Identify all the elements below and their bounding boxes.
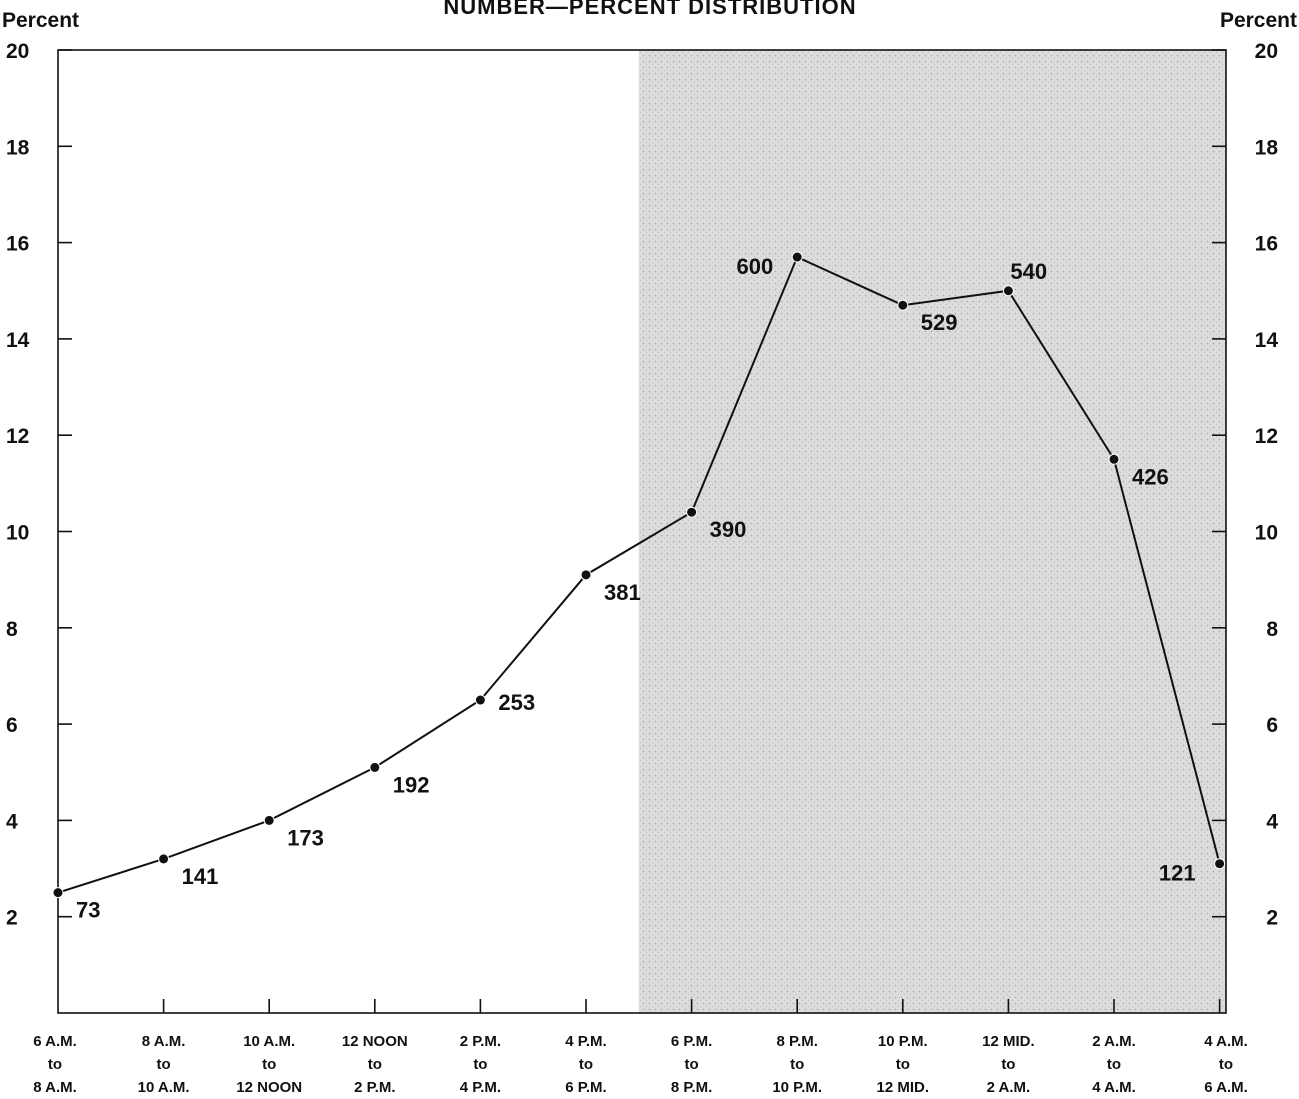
data-point bbox=[897, 299, 909, 311]
y-axis-label-right: Percent bbox=[1220, 9, 1297, 32]
y-tick-label-right: 2 bbox=[1266, 907, 1278, 930]
y-tick-label-right: 14 bbox=[1255, 329, 1279, 352]
x-category-label: 6 P.M. bbox=[565, 1079, 606, 1096]
y-tick-label-left: 20 bbox=[6, 40, 29, 63]
x-category-label: 10 A.M. bbox=[138, 1079, 190, 1096]
x-category-label: 10 A.M. bbox=[243, 1033, 295, 1050]
x-category-label: 2 A.M. bbox=[987, 1079, 1031, 1096]
data-point bbox=[580, 569, 592, 581]
x-category-label: to bbox=[48, 1056, 62, 1073]
data-label: 253 bbox=[498, 690, 535, 715]
x-category-label: to bbox=[1001, 1056, 1015, 1073]
x-category-label: 4 P.M. bbox=[565, 1033, 606, 1050]
x-category-label: 12 MID. bbox=[982, 1033, 1035, 1050]
x-category-label: 8 P.M. bbox=[776, 1033, 817, 1050]
series-line bbox=[57, 255, 1221, 894]
x-category-label: to bbox=[1219, 1056, 1233, 1073]
x-category-label: 10 P.M. bbox=[878, 1033, 928, 1050]
data-point bbox=[263, 814, 275, 826]
data-point bbox=[686, 506, 698, 518]
data-point bbox=[52, 887, 64, 899]
y-tick-label-left: 14 bbox=[6, 329, 30, 352]
data-label: 390 bbox=[710, 517, 747, 542]
y-tick-label-right: 8 bbox=[1266, 618, 1278, 641]
y-tick-label-right: 20 bbox=[1255, 40, 1278, 63]
data-label: 540 bbox=[1010, 259, 1047, 284]
x-category-label: to bbox=[685, 1056, 699, 1073]
x-category-label: 10 P.M. bbox=[772, 1079, 822, 1096]
y-tick-label-right: 12 bbox=[1255, 425, 1278, 448]
x-category-label: 6 A.M. bbox=[1204, 1079, 1248, 1096]
y-tick-label-left: 18 bbox=[6, 136, 30, 159]
data-point bbox=[158, 853, 170, 865]
y-axis-label-left: Percent bbox=[2, 9, 79, 32]
data-label: 173 bbox=[287, 825, 324, 850]
data-label: 600 bbox=[736, 254, 773, 279]
x-category-label: 2 P.M. bbox=[354, 1079, 395, 1096]
y-tick-label-left: 2 bbox=[6, 907, 18, 930]
x-category-label: 2 A.M. bbox=[1092, 1033, 1136, 1050]
x-category-label: to bbox=[790, 1056, 804, 1073]
x-category-label: to bbox=[262, 1056, 276, 1073]
x-category-label: to bbox=[896, 1056, 910, 1073]
data-label: 121 bbox=[1159, 861, 1196, 886]
x-category-label: 12 NOON bbox=[342, 1033, 408, 1050]
x-category-label: 12 MID. bbox=[877, 1079, 930, 1096]
x-category-label: 2 P.M. bbox=[460, 1033, 501, 1050]
y-tick-label-right: 6 bbox=[1266, 714, 1278, 737]
data-point bbox=[1214, 858, 1226, 870]
y-tick-label-left: 4 bbox=[6, 810, 18, 833]
y-tick-label-left: 16 bbox=[6, 233, 29, 256]
y-tick-label-left: 10 bbox=[6, 522, 29, 545]
data-label: 426 bbox=[1132, 464, 1169, 489]
data-point bbox=[369, 761, 381, 773]
x-category-label: 8 P.M. bbox=[671, 1079, 712, 1096]
y-tick-label-left: 12 bbox=[6, 425, 29, 448]
x-category-label: 4 A.M. bbox=[1204, 1033, 1248, 1050]
data-point bbox=[791, 251, 803, 263]
x-category-label: 8 A.M. bbox=[142, 1033, 186, 1050]
x-category-label: 8 A.M. bbox=[33, 1079, 77, 1096]
data-label: 73 bbox=[76, 898, 100, 923]
x-category-label: to bbox=[473, 1056, 487, 1073]
chart-title: NUMBER—PERCENT DISTRIBUTION bbox=[443, 0, 856, 19]
x-category-label: 4 P.M. bbox=[460, 1079, 501, 1096]
x-category-label: to bbox=[157, 1056, 171, 1073]
data-label: 529 bbox=[921, 310, 958, 335]
y-tick-label-right: 16 bbox=[1255, 233, 1278, 256]
data-label: 381 bbox=[604, 580, 641, 605]
x-category-label: 12 NOON bbox=[236, 1079, 302, 1096]
y-tick-label-left: 6 bbox=[6, 714, 18, 737]
data-label: 192 bbox=[393, 772, 430, 797]
x-category-label: 6 A.M. bbox=[33, 1033, 77, 1050]
x-category-label: to bbox=[579, 1056, 593, 1073]
shaded-evening-region bbox=[638, 50, 1226, 1013]
y-tick-label-left: 8 bbox=[6, 618, 18, 641]
x-category-label: to bbox=[368, 1056, 382, 1073]
y-tick-label-right: 18 bbox=[1255, 136, 1279, 159]
y-tick-label-right: 10 bbox=[1255, 522, 1278, 545]
x-category-label: 6 P.M. bbox=[671, 1033, 712, 1050]
x-category-label: to bbox=[1107, 1056, 1121, 1073]
data-point bbox=[1002, 285, 1014, 297]
data-point bbox=[474, 694, 486, 706]
x-category-label: 4 A.M. bbox=[1092, 1079, 1136, 1096]
y-tick-label-right: 4 bbox=[1266, 810, 1278, 833]
data-label: 141 bbox=[182, 864, 219, 889]
data-point bbox=[1108, 453, 1120, 465]
